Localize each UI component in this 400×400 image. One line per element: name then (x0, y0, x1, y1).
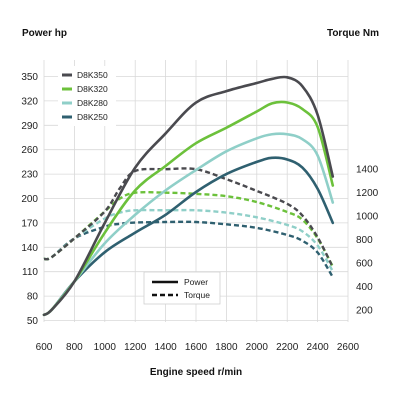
x-tick-label: 1400 (154, 342, 177, 353)
left-tick-label: 290 (21, 121, 38, 132)
x-tick-label: 1200 (124, 342, 147, 353)
series-lines (42, 75, 335, 317)
x-tick-label: 800 (66, 342, 83, 353)
right-tick-label: 400 (356, 282, 373, 293)
left-tick-label: 350 (21, 72, 38, 83)
right-tick-label: 1200 (356, 188, 379, 199)
legend-styles-box (143, 271, 221, 305)
left-tick-label: 230 (21, 170, 38, 181)
series-d8k350-torque (43, 167, 334, 268)
x-tick-label: 600 (36, 342, 53, 353)
left-tick-label: 260 (21, 145, 38, 156)
x-tick-label: 2400 (306, 342, 329, 353)
x-tick-label: 1000 (94, 342, 117, 353)
x-tick-label: 1600 (185, 342, 208, 353)
series-d8k350-power (42, 75, 335, 317)
left-tick-label: 200 (21, 194, 38, 205)
right-tick-label: 600 (356, 259, 373, 270)
right-tick-label: 1400 (356, 165, 379, 176)
x-axis-title: Engine speed r/min (150, 367, 242, 378)
tick-labels: 600 800 1000 1200 1400 1600 1800 2000 2200 2400 26… (21, 72, 378, 353)
x-tick-label: 2600 (337, 342, 360, 353)
right-tick-label: 200 (356, 306, 373, 317)
legend-label-d8k280: D8K280 (77, 98, 108, 108)
left-tick-label: 140 (21, 243, 38, 254)
left-tick-label: 50 (27, 316, 39, 327)
right-tick-label: 800 (356, 235, 373, 246)
left-tick-label: 110 (22, 267, 38, 278)
legend-styles: Power Torque (143, 271, 221, 305)
left-tick-label: 320 (21, 96, 38, 107)
right-tick-label: 1000 (356, 212, 379, 223)
legend-style-power-label: Power (184, 277, 208, 287)
legend-label-d8k250: D8K250 (77, 112, 108, 122)
legend-label-d8k320: D8K320 (77, 84, 108, 94)
right-axis-title: Torque Nm (327, 28, 379, 39)
x-tick-label: 2000 (246, 342, 269, 353)
legend-label-d8k350: D8K350 (77, 70, 108, 80)
left-axis-title: Power hp (22, 28, 67, 39)
x-tick-label: 2200 (276, 342, 299, 353)
left-tick-label: 80 (27, 292, 39, 303)
x-tick-label: 1800 (215, 342, 238, 353)
legend-models: D8K350 D8K320 D8K280 D8K250 (58, 66, 116, 126)
left-tick-label: 170 (21, 218, 38, 229)
legend-style-torque-label: Torque (184, 290, 210, 300)
